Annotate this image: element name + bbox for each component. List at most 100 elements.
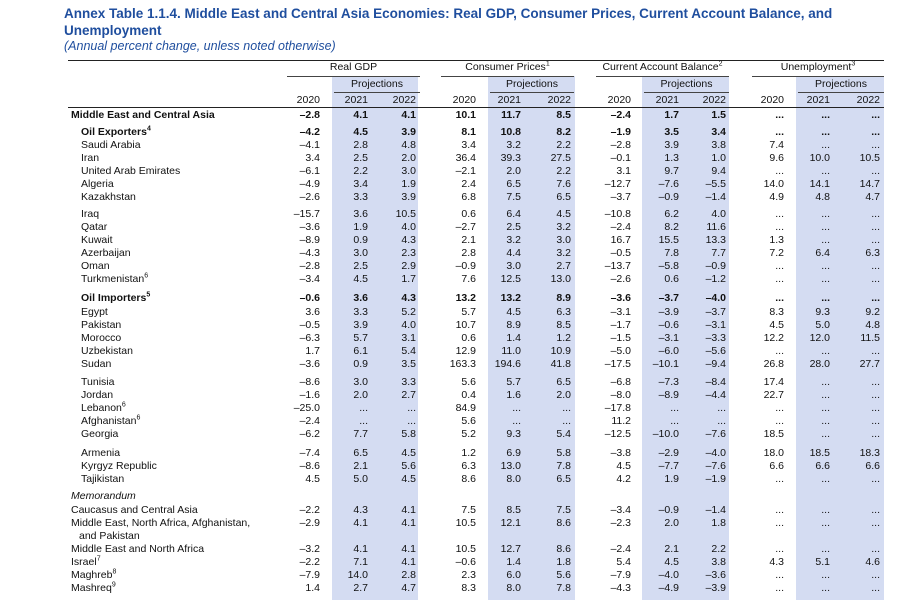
table-cell: –17.5 — [604, 358, 631, 370]
table-cell: 27.7 — [859, 358, 880, 370]
table-cell: 5.6 — [461, 415, 476, 427]
table-cell: 0.9 — [353, 358, 368, 370]
table-cell: 2.8 — [401, 569, 416, 581]
table-cell: 3.2 — [506, 139, 521, 151]
table-cell: 4.3 — [353, 504, 368, 516]
table-cell: 2.5 — [506, 221, 521, 233]
table-cell: 4.8 — [865, 319, 880, 331]
table-cell: –8.0 — [610, 389, 631, 401]
table-cell: –1.9 — [610, 126, 631, 138]
table-cell: –2.8 — [299, 260, 320, 272]
table-cell: 2.0 — [664, 517, 679, 529]
table-cell: –7.9 — [610, 569, 631, 581]
table-cell: 2.7 — [401, 389, 416, 401]
table-cell: 2.9 — [401, 260, 416, 272]
row-label: Iran — [81, 152, 100, 164]
row-label: Mashreq9 — [71, 581, 116, 595]
table-cell: 1.8 — [711, 517, 726, 529]
table-cell: 11.7 — [501, 109, 521, 121]
table-cell: 8.6 — [461, 473, 476, 485]
table-cell: 10.9 — [550, 345, 571, 357]
table-cell: ... — [562, 415, 571, 427]
table-cell: ... — [821, 273, 830, 285]
row-label: Qatar — [81, 221, 108, 233]
table-cell: 6.6 — [769, 460, 784, 472]
table-cell: –2.7 — [455, 221, 476, 233]
table-cell: 18.3 — [859, 447, 880, 459]
table-cell: 4.5 — [401, 473, 416, 485]
row-label: Azerbaijan — [81, 247, 131, 259]
table-cell: ... — [717, 415, 726, 427]
year-header: 2021 — [497, 94, 521, 106]
table-cell: –7.7 — [658, 460, 679, 472]
table-cell: –8.9 — [299, 234, 320, 246]
table-cell: ... — [775, 292, 784, 304]
table-cell: 3.9 — [401, 126, 416, 138]
row-label: Morocco — [81, 332, 122, 344]
table-cell: –4.0 — [658, 569, 679, 581]
projections-rule — [490, 92, 574, 93]
table-cell: ... — [821, 569, 830, 581]
table-cell: 8.1 — [461, 126, 476, 138]
table-cell: –6.0 — [658, 345, 679, 357]
table-cell: 5.7 — [461, 306, 476, 318]
table-cell: –0.9 — [658, 504, 679, 516]
table-cell: –2.8 — [299, 109, 320, 121]
table-cell: 18.5 — [809, 447, 830, 459]
table-cell: –2.9 — [658, 447, 679, 459]
table-cell: 18.5 — [763, 428, 784, 440]
table-cell: 2.3 — [461, 569, 476, 581]
table-cell: 4.9 — [769, 191, 784, 203]
table-cell: 3.8 — [711, 139, 726, 151]
table-cell: –15.7 — [293, 208, 320, 220]
table-cell: –7.4 — [299, 447, 320, 459]
table-cell: 14.0 — [347, 569, 368, 581]
table-cell: ... — [775, 109, 784, 121]
row-label: Georgia — [81, 428, 119, 440]
table-cell: –1.5 — [610, 332, 631, 344]
year-header: 2022 — [702, 94, 726, 106]
table-cell: 0.6 — [461, 332, 476, 344]
table-cell: 11.5 — [860, 332, 880, 344]
table-cell: –4.1 — [299, 139, 320, 151]
table-cell: 1.4 — [506, 556, 521, 568]
table-cell: 16.7 — [610, 234, 631, 246]
table-cell: –17.8 — [604, 402, 631, 414]
table-cell: 4.3 — [401, 292, 416, 304]
table-cell: 4.0 — [401, 221, 416, 233]
table-cell: 9.7 — [664, 165, 679, 177]
table-cell: ... — [670, 415, 679, 427]
table-cell: ... — [871, 345, 880, 357]
table-cell: ... — [821, 234, 830, 246]
table-cell: ... — [512, 415, 521, 427]
table-cell: 3.5 — [401, 358, 416, 370]
table-cell: –2.1 — [455, 165, 476, 177]
row-label: Pakistan — [81, 319, 122, 331]
table-cell: 2.8 — [461, 247, 476, 259]
table-cell: –5.6 — [705, 345, 726, 357]
table-cell: –3.6 — [299, 358, 320, 370]
table-subtitle: (Annual percent change, unless noted oth… — [64, 39, 336, 53]
table-cell: ... — [821, 345, 830, 357]
table-cell: –4.3 — [299, 247, 320, 259]
table-cell: 3.5 — [664, 126, 679, 138]
table-cell: 26.8 — [763, 358, 784, 370]
table-cell: ... — [775, 415, 784, 427]
table-cell: 2.5 — [353, 260, 368, 272]
row-label: Saudi Arabia — [81, 139, 141, 151]
table-cell: 6.5 — [556, 191, 571, 203]
table-cell: 8.9 — [556, 292, 571, 304]
table-cell: –8.6 — [299, 460, 320, 472]
table-cell: 1.9 — [353, 221, 368, 233]
table-cell: –12.7 — [604, 178, 631, 190]
row-label: Middle East, North Africa, Afghanistan, — [71, 517, 251, 529]
table-cell: 1.9 — [401, 178, 416, 190]
table-cell: ... — [821, 165, 830, 177]
table-cell: 13.2 — [500, 292, 521, 304]
table-cell: 3.0 — [556, 234, 571, 246]
table-cell: –3.1 — [658, 332, 679, 344]
row-label: Algeria — [81, 178, 114, 190]
table-cell: –2.4 — [610, 221, 631, 233]
table-cell: 10.5 — [395, 208, 416, 220]
table-cell: –1.6 — [299, 389, 320, 401]
